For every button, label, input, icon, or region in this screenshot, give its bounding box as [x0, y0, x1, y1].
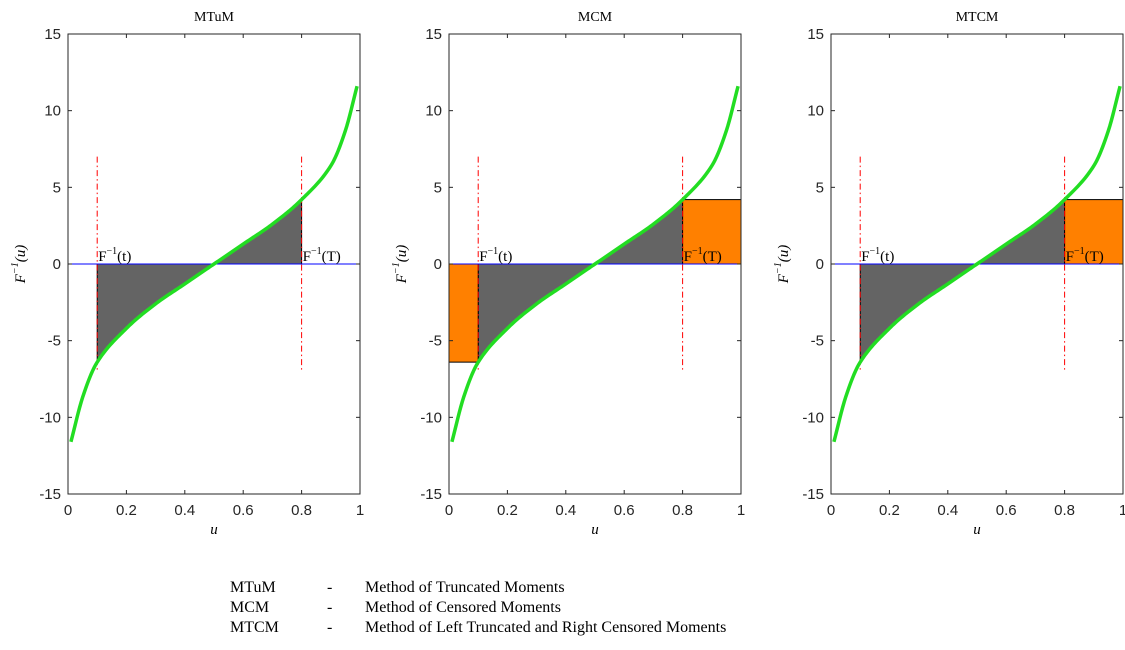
y-tick-label: 15: [44, 26, 61, 43]
y-tick-label: -5: [48, 333, 61, 350]
annotation-lower-limit: F−1(t): [861, 246, 894, 265]
y-tick-label: -5: [811, 333, 824, 350]
left-censored-block: [448, 263, 479, 363]
y-tick-label: 0: [53, 256, 61, 273]
legend-description: Method of Left Truncated and Right Censo…: [365, 619, 727, 636]
legend-abbr: MCM: [230, 599, 270, 616]
x-tick-label: 0.6: [996, 502, 1017, 519]
x-tick-label: 1: [1119, 502, 1125, 519]
x-tick-label: 0: [827, 502, 835, 519]
x-axis-label: u: [591, 522, 599, 538]
x-axis-label: u: [973, 522, 981, 538]
y-tick-label: -15: [420, 486, 442, 503]
y-tick-label: 0: [816, 256, 824, 273]
quantile-curve: [832, 85, 1122, 443]
legend-row-mtcm: MTCM - Method of Left Truncated and Righ…: [230, 618, 1090, 638]
y-tick-label: 10: [807, 103, 824, 120]
y-tick-label: 5: [53, 179, 61, 196]
chart-panel-mtum: 0 0.2 0.4 0.6 0.8 1 15 10 5 0 -5 -10 -15 MTuM u F−1(u) F…: [10, 10, 364, 538]
x-tick-label: 0.8: [1054, 502, 1075, 519]
x-tick-label: 1: [356, 502, 364, 519]
x-tick-label: 0.6: [614, 502, 635, 519]
x-tick-label: 0.4: [937, 502, 958, 519]
chart-title: MTCM: [956, 10, 999, 25]
y-tick-label: 5: [434, 179, 442, 196]
legend-row-mcm: MCM - Method of Censored Moments: [230, 598, 1090, 618]
y-tick-label: 5: [816, 179, 824, 196]
x-tick-label: 0.2: [879, 502, 900, 519]
x-tick-label: 0.4: [174, 502, 195, 519]
quantile-curve: [450, 85, 740, 443]
legend-description: Method of Truncated Moments: [365, 579, 565, 596]
legend-separator: -: [327, 619, 333, 636]
annotation-lower-limit: F−1(t): [479, 246, 512, 265]
y-tick-label: -10: [802, 409, 824, 426]
y-tick-label: 0: [434, 256, 442, 273]
legend-abbr: MTuM: [230, 579, 276, 596]
x-tick-label: 0.2: [497, 502, 518, 519]
y-tick-label: -15: [39, 486, 61, 503]
method-legend: MTuM - Method of Truncated Moments MCM -…: [230, 578, 1090, 638]
chart-panel-mcm: 0 0.2 0.4 0.6 0.8 1 15 10 5 0 -5 -10 -15 MCM u F−1(u) F−…: [391, 10, 745, 538]
legend-abbr: MTCM: [230, 619, 279, 636]
legend-separator: -: [327, 579, 333, 596]
y-tick-label: 15: [807, 26, 824, 43]
right-censored-block: [1064, 199, 1124, 265]
y-axis-label: F−1(u): [10, 245, 29, 284]
annotation-upper-limit: F−1(T): [1066, 246, 1104, 265]
y-tick-label: 15: [425, 26, 442, 43]
chart-title: MCM: [578, 10, 613, 25]
y-axis-label: F−1(u): [391, 245, 410, 284]
y-tick-label: -10: [39, 409, 61, 426]
y-axis-label: F−1(u): [773, 245, 792, 284]
annotation-lower-limit: F−1(t): [98, 246, 131, 265]
legend-description: Method of Censored Moments: [365, 599, 561, 616]
x-tick-label: 0.4: [555, 502, 576, 519]
x-tick-label: 0.6: [233, 502, 254, 519]
x-tick-label: 0.2: [116, 502, 137, 519]
x-tick-label: 0.8: [672, 502, 693, 519]
chart-panel-mtcm: 0 0.2 0.4 0.6 0.8 1 15 10 5 0 -5 -10 -15 MTCM u F−1(u) F…: [773, 10, 1125, 538]
x-tick-label: 1: [737, 502, 745, 519]
y-tick-label: -10: [420, 409, 442, 426]
y-tick-label: -5: [429, 333, 442, 350]
y-tick-label: 10: [44, 103, 61, 120]
legend-row-mtum: MTuM - Method of Truncated Moments: [230, 578, 1090, 598]
annotation-upper-limit: F−1(T): [303, 246, 341, 265]
x-tick-label: 0: [445, 502, 453, 519]
y-tick-label: 10: [425, 103, 442, 120]
chart-title: MTuM: [194, 10, 235, 25]
x-tick-label: 0.8: [291, 502, 312, 519]
legend-separator: -: [327, 599, 333, 616]
quantile-curve: [69, 85, 359, 443]
x-axis-label: u: [210, 522, 218, 538]
annotation-upper-limit: F−1(T): [684, 246, 722, 265]
y-tick-label: -15: [802, 486, 824, 503]
x-tick-label: 0: [64, 502, 72, 519]
